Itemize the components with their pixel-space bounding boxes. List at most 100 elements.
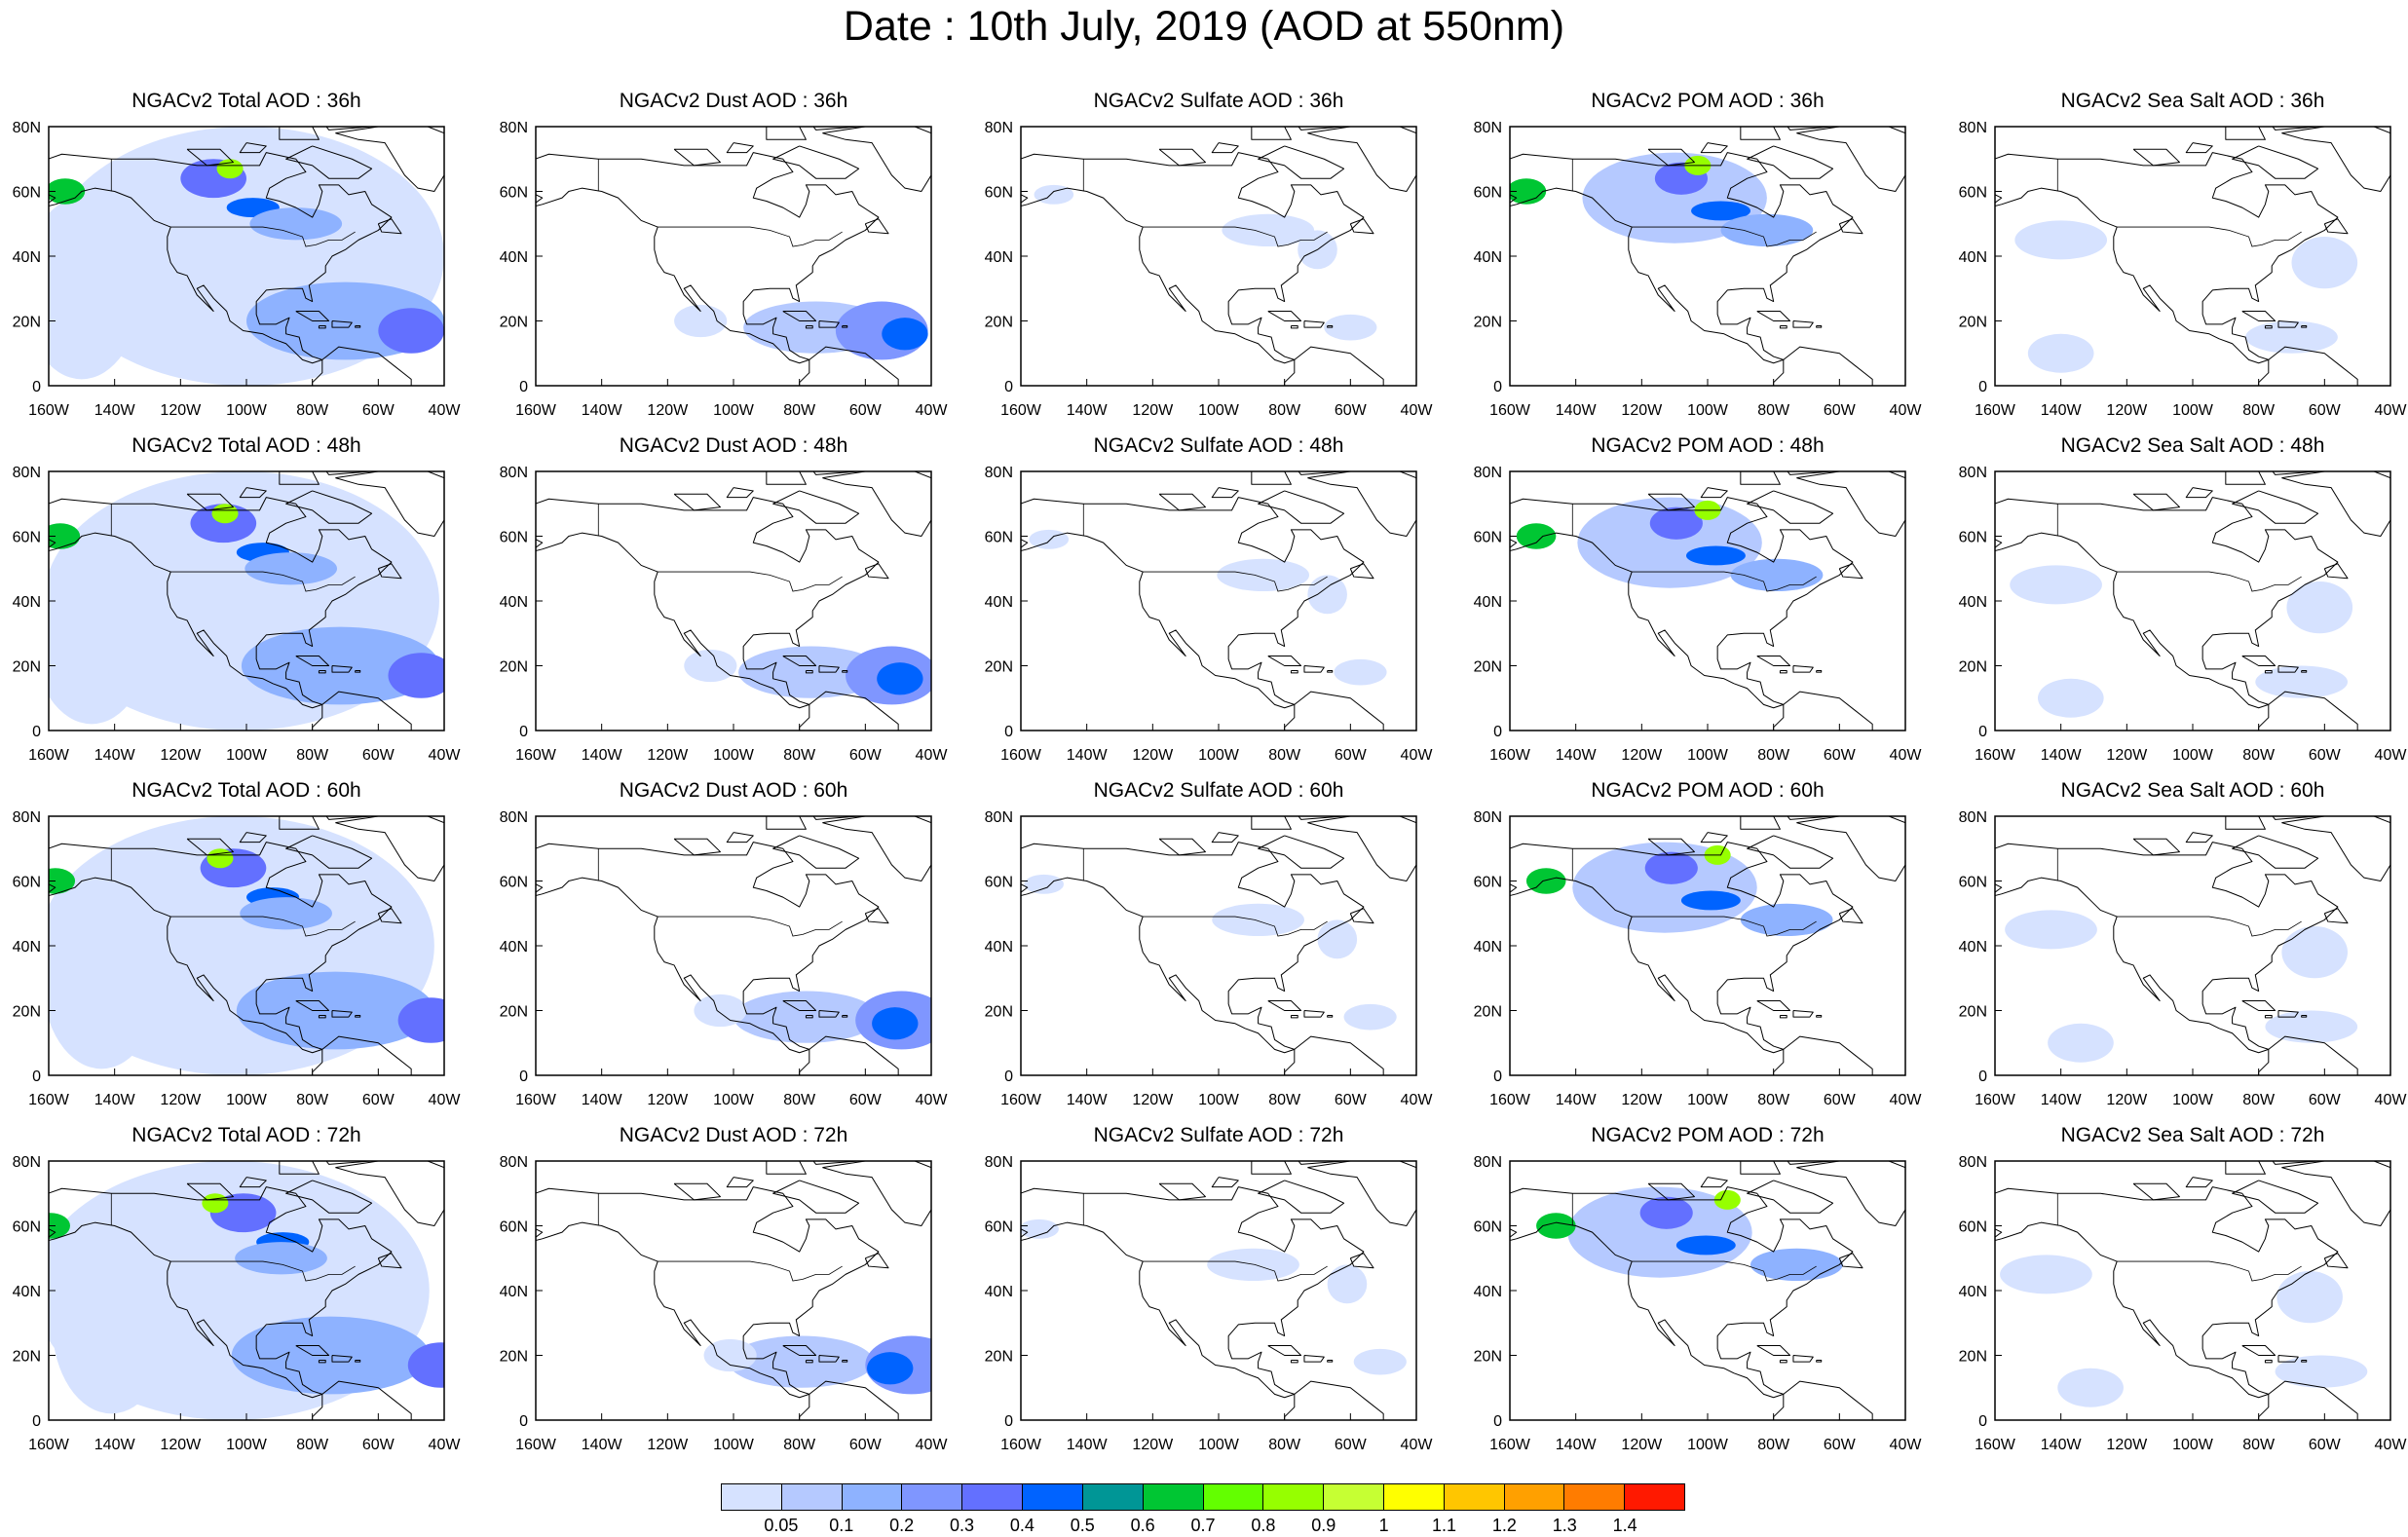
aod-plume xyxy=(249,207,343,241)
aod-plume xyxy=(1536,1213,1576,1239)
coastline xyxy=(1510,152,1854,364)
lon-tick-label: 60W xyxy=(362,402,395,419)
coastline-south-america xyxy=(312,1380,412,1420)
colorbar-swatch xyxy=(1203,1484,1264,1510)
island-outline xyxy=(279,471,320,485)
lon-tick-label: 160W xyxy=(1000,1437,1042,1453)
coastline-south-america xyxy=(799,1035,899,1075)
lat-tick-label: 0 xyxy=(1978,1068,1987,1085)
lon-tick-label: 60W xyxy=(1824,402,1857,419)
island-outline xyxy=(2272,127,2319,131)
island-outline xyxy=(1327,1359,1334,1363)
lon-tick-label: 140W xyxy=(582,1092,623,1108)
lon-tick-label: 160W xyxy=(515,1437,557,1453)
island-outline xyxy=(782,656,817,666)
island-outline xyxy=(1267,656,1302,666)
figure-title: Date : 10th July, 2019 (AOD at 550nm) xyxy=(843,3,1565,50)
national-border xyxy=(1632,916,1817,937)
colorbar-label: 1 xyxy=(1378,1516,1389,1535)
aod-map: 160W 140W 120W 100W 80W 60W 40W 0 20N 40N 60N 80N xyxy=(1474,1154,1923,1453)
island-outline xyxy=(673,1182,721,1201)
lon-tick-label: 40W xyxy=(2375,747,2408,764)
lon-tick-label: 120W xyxy=(1132,1092,1174,1108)
aod-plume xyxy=(1334,658,1387,686)
island-outline xyxy=(285,835,373,869)
lon-tick-label: 140W xyxy=(582,747,623,764)
island-outline xyxy=(1838,563,1863,580)
aod-plume xyxy=(2291,237,2358,289)
lon-tick-label: 40W xyxy=(916,747,949,764)
lat-tick-label: 60N xyxy=(1959,1219,1987,1236)
coastline-south-america xyxy=(2258,1380,2358,1420)
island-outline xyxy=(2277,320,2299,328)
lon-tick-label: 140W xyxy=(94,402,136,419)
island-outline xyxy=(279,127,320,140)
lon-tick-label: 100W xyxy=(1687,1092,1729,1108)
lat-tick-label: 80N xyxy=(985,120,1013,136)
island-outline xyxy=(2241,1000,2276,1011)
lat-tick-label: 20N xyxy=(1959,315,1987,331)
lon-tick-label: 120W xyxy=(160,1092,202,1108)
island-outline xyxy=(377,1253,402,1269)
coastline-greenland xyxy=(1796,471,1905,537)
island-outline xyxy=(864,1253,889,1269)
lon-tick-label: 120W xyxy=(2106,747,2148,764)
island-outline xyxy=(318,669,326,674)
aod-plume xyxy=(1720,213,1814,247)
lat-tick-label: 60N xyxy=(985,530,1013,546)
aod-plume xyxy=(2000,1255,2092,1294)
island-outline xyxy=(2232,835,2319,869)
island-outline xyxy=(1211,832,1239,843)
aod-plume xyxy=(2275,1355,2368,1388)
lon-tick-label: 100W xyxy=(713,747,755,764)
island-outline xyxy=(1211,142,1239,154)
lon-tick-label: 120W xyxy=(1621,1437,1663,1453)
island-outline xyxy=(186,493,234,511)
aod-plume xyxy=(1686,545,1746,566)
lat-tick-label: 60N xyxy=(500,875,528,891)
island-outline xyxy=(782,1345,817,1356)
aod-plume xyxy=(49,543,151,725)
coastline-greenland xyxy=(822,471,931,537)
national-border xyxy=(170,226,356,247)
panel-title: NGACv2 Dust AOD : 36h xyxy=(619,90,848,112)
aod-plume xyxy=(1680,890,1741,911)
island-outline xyxy=(2225,471,2266,485)
lon-tick-label: 160W xyxy=(1975,402,2016,419)
coastline-greenland xyxy=(822,816,931,881)
lat-tick-label: 80N xyxy=(985,809,1013,826)
island-outline xyxy=(2241,656,2276,666)
map-panel-pom-72h: NGACv2 POM AOD : 72h 160W 140W 120W 100W 80W 6… xyxy=(1474,1124,1923,1453)
island-outline xyxy=(1747,490,1834,524)
aod-plume xyxy=(1024,874,1064,894)
coastline-greenland xyxy=(335,1161,444,1226)
aod-plume xyxy=(240,897,332,930)
panel-title: NGACv2 Sea Salt AOD : 72h xyxy=(2060,1124,2325,1146)
map-panel-dust-72h: NGACv2 Dust AOD : 72h 160W 140W 120W 100W 80W… xyxy=(500,1124,949,1453)
lon-tick-label: 80W xyxy=(783,1437,816,1453)
lat-tick-label: 60N xyxy=(985,875,1013,891)
aod-plume xyxy=(1516,523,1557,549)
island-outline xyxy=(726,1177,754,1188)
lon-tick-label: 160W xyxy=(1000,1092,1042,1108)
national-border xyxy=(1632,571,1817,592)
lat-tick-label: 80N xyxy=(1474,1154,1502,1171)
lon-tick-label: 60W xyxy=(1824,1092,1857,1108)
lon-tick-label: 40W xyxy=(1401,1437,1434,1453)
aod-map: 160W 140W 120W 100W 80W 60W 40W 0 20N 40N 60N 80N xyxy=(985,120,1434,419)
island-outline xyxy=(295,656,330,666)
map-panel-seasalt-60h: NGACv2 Sea Salt AOD : 60h 160W 140W 120W 100… xyxy=(1959,779,2408,1108)
lon-tick-label: 140W xyxy=(1067,1092,1109,1108)
lat-tick-label: 60N xyxy=(985,185,1013,202)
island-outline xyxy=(239,487,267,499)
aod-plume xyxy=(2005,910,2097,950)
lat-tick-label: 60N xyxy=(985,1219,1013,1236)
coastline-greenland xyxy=(1307,1161,1416,1226)
island-outline xyxy=(2241,1345,2276,1356)
colorbar-swatch xyxy=(1625,1484,1684,1510)
lon-tick-label: 80W xyxy=(2242,402,2276,419)
island-outline xyxy=(1756,311,1791,321)
coastline-south-america xyxy=(799,691,899,731)
island-outline xyxy=(2132,1182,2180,1201)
colorbar-swatch xyxy=(962,1484,1024,1510)
